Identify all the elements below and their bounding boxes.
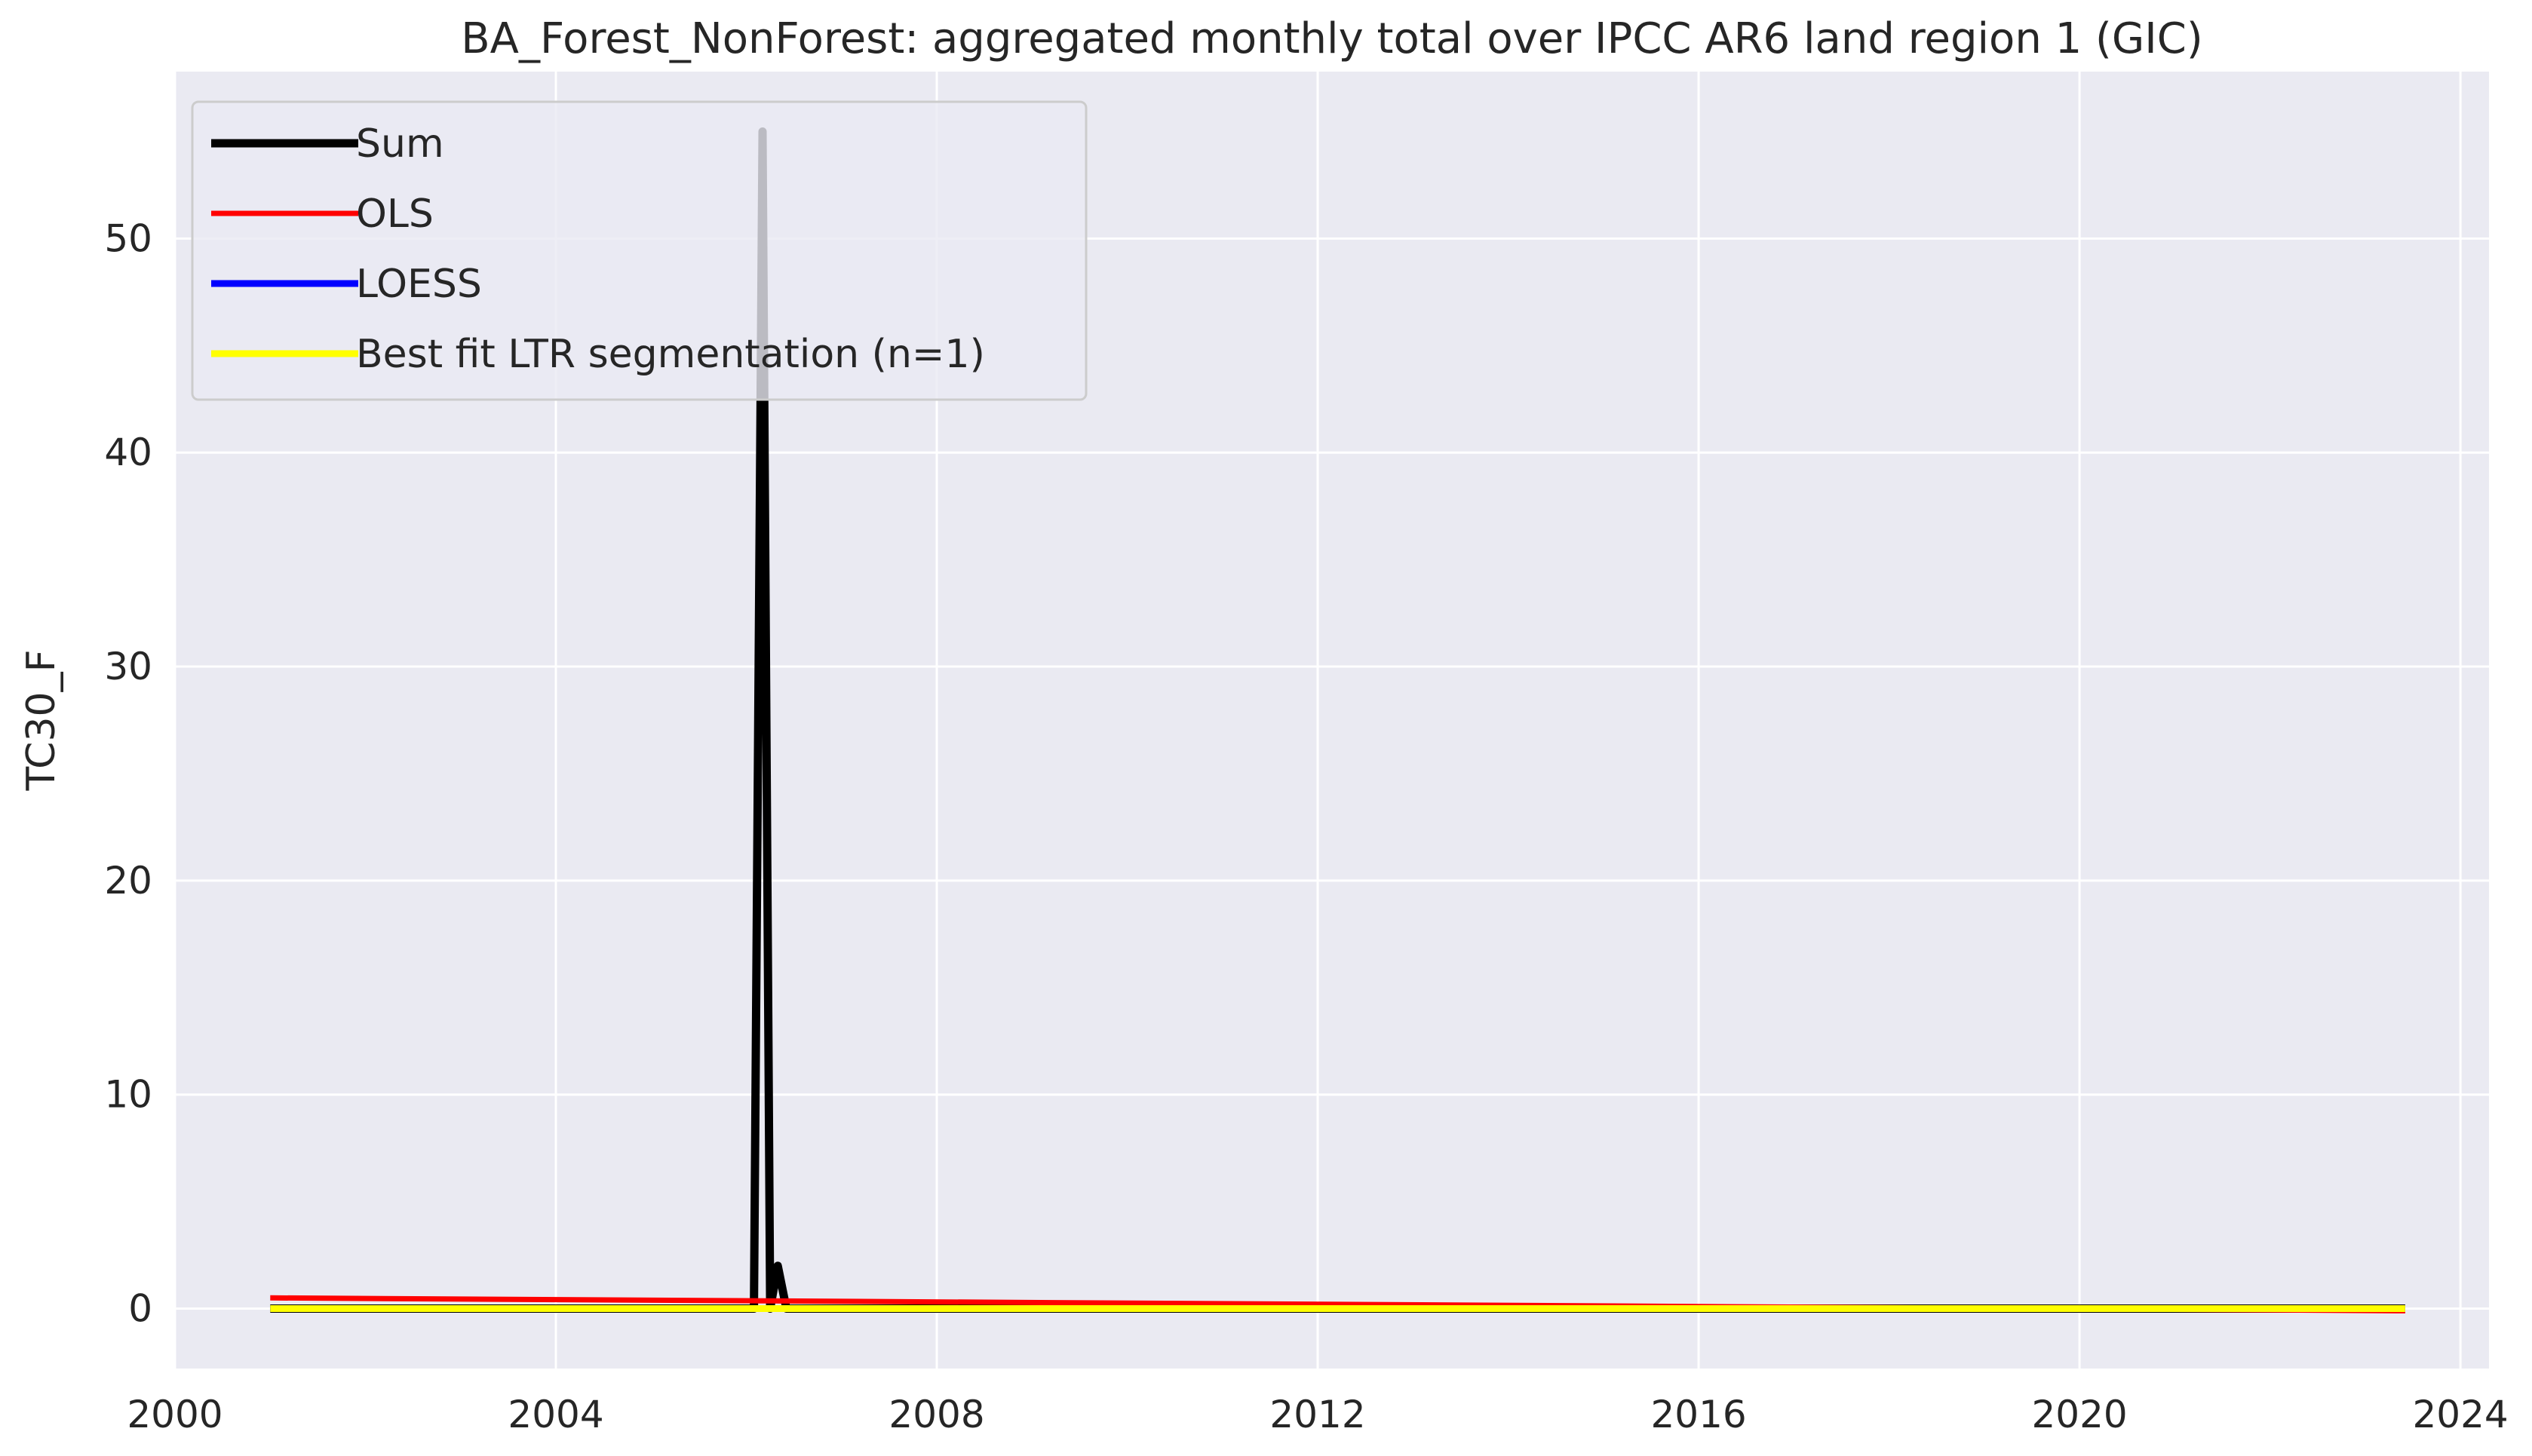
y-tick-label: 0 bbox=[128, 1287, 152, 1331]
y-tick-label: 20 bbox=[104, 859, 152, 903]
y-axis-label: TC30_F bbox=[19, 649, 64, 791]
legend-label: LOESS bbox=[356, 262, 482, 307]
series-lines bbox=[270, 127, 2405, 1313]
legend-label: Sum bbox=[356, 121, 444, 167]
x-tick-label: 2016 bbox=[1650, 1393, 1746, 1436]
chart-title: BA_Forest_NonForest: aggregated monthly … bbox=[461, 14, 2203, 63]
y-tick-label: 10 bbox=[104, 1073, 152, 1117]
y-tick-label: 30 bbox=[104, 645, 152, 688]
y-axis-ticks: 0 10 20 30 40 50 bbox=[104, 216, 152, 1330]
x-tick-label: 2004 bbox=[508, 1393, 603, 1436]
x-tick-label: 2012 bbox=[1269, 1393, 1365, 1436]
x-axis-ticks: 2000 2004 2008 2012 2016 2020 2024 bbox=[127, 1393, 2508, 1436]
legend-items: Sum OLS LOESS Best fit LTR segmentation (n=… bbox=[211, 121, 985, 377]
y-tick-label: 40 bbox=[104, 431, 152, 474]
y-tick-label: 50 bbox=[104, 216, 152, 260]
x-tick-label: 2000 bbox=[127, 1393, 223, 1436]
legend-label: Best fit LTR segmentation (n=1) bbox=[356, 332, 985, 377]
legend-label: OLS bbox=[356, 192, 434, 237]
legend: Sum OLS LOESS Best fit LTR segmentation (n=… bbox=[191, 100, 1088, 401]
legend-box bbox=[191, 100, 1088, 401]
x-tick-label: 2008 bbox=[889, 1393, 984, 1436]
x-tick-label: 2020 bbox=[2031, 1393, 2127, 1436]
x-tick-label: 2024 bbox=[2412, 1393, 2508, 1436]
